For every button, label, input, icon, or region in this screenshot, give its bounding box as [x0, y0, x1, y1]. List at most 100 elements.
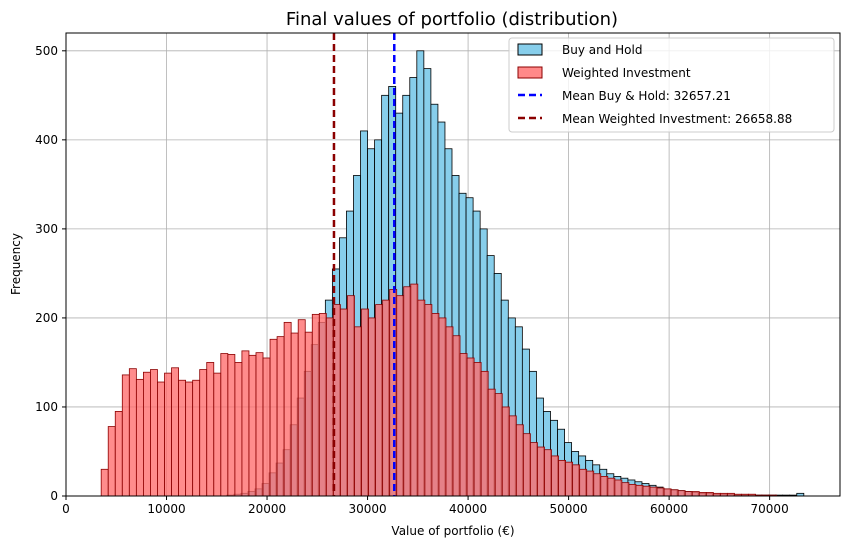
mean-lines [332, 33, 396, 496]
weighted-investment-bar-38 [368, 317, 376, 497]
weighted-investment-bar-27 [290, 332, 299, 497]
weighted-investment-bar-11 [178, 379, 187, 497]
x-tick-label-7: 70000 [751, 502, 789, 516]
weighted-investment-bar-1 [107, 426, 116, 497]
x-tick-label-1: 10000 [147, 502, 185, 516]
weighted-investment-bar-3 [121, 374, 130, 497]
y-tick-label-4: 400 [35, 133, 58, 147]
weighted-investment-bar-36 [354, 326, 362, 497]
weighted-investment-bar-63 [544, 449, 552, 497]
weighted-investment-bar-35 [347, 295, 355, 497]
weighted-investment-bar-47 [431, 313, 440, 497]
weighted-investment-bar-6 [142, 371, 151, 497]
weighted-investment-bar-68 [579, 468, 588, 497]
y-axis-label: Frequency [9, 233, 23, 295]
weighted-investment-bar-83 [684, 491, 693, 497]
weighted-investment-bar-72 [607, 477, 616, 497]
weighted-investment-bar-12 [185, 381, 194, 497]
x-tick-label-2: 20000 [248, 502, 286, 516]
weighted-investment-bar-53 [473, 362, 482, 497]
weighted-investment-bar-85 [698, 492, 707, 497]
x-axis-label: Value of portfolio (€) [391, 524, 514, 538]
weighted-investment-bar-42 [396, 295, 405, 497]
weighted-investment-bar-86 [705, 492, 714, 497]
weighted-investment-bar-52 [466, 357, 475, 497]
weighted-investment-bar-34 [340, 308, 348, 497]
weighted-investment-bar-60 [522, 433, 531, 497]
weighted-investment-bar-25 [276, 336, 285, 497]
legend-label-buy-and-hold: Buy and Hold [562, 43, 642, 57]
weighted-investment-bar-18 [227, 354, 236, 497]
weighted-investment-bar-81 [670, 489, 679, 497]
weighted-investment-bar-71 [600, 476, 609, 497]
weighted-investment-bar-2 [114, 411, 123, 497]
weighted-investment-bar-23 [262, 357, 271, 497]
weighted-investment-bar-65 [558, 459, 566, 497]
weighted-investment-bar-39 [375, 304, 384, 497]
weighted-investment-bar-66 [565, 461, 574, 497]
y-tick-label-2: 200 [35, 311, 58, 325]
weighted-investment-bar-56 [494, 393, 503, 497]
legend-label-mean-buy-hold: Mean Buy & Hold: 32657.21 [562, 89, 731, 103]
legend-swatch-buy-and-hold [517, 43, 543, 56]
weighted-investment-bar-24 [269, 338, 278, 497]
weighted-investment-bar-7 [150, 369, 158, 497]
weighted-investment-bar-15 [206, 362, 215, 497]
weighted-investment-bar-19 [234, 362, 243, 497]
weighted-investment-bar-43 [403, 286, 412, 497]
weighted-investment-bar-69 [586, 470, 595, 497]
weighted-investment-bar-84 [691, 491, 700, 497]
weighted-investment-bar-78 [649, 486, 658, 497]
weighted-investment-bar-9 [164, 372, 172, 497]
x-tick-label-4: 40000 [449, 502, 487, 516]
weighted-investment-bar-0 [100, 468, 109, 497]
weighted-investment-bar-45 [417, 299, 426, 497]
chart-title: Final values of portfolio (distribution) [286, 9, 618, 30]
weighted-investment-bar-57 [501, 406, 510, 497]
x-tick-label-3: 30000 [348, 502, 386, 516]
weighted-investment-bar-14 [199, 369, 208, 497]
weighted-investment-bar-22 [255, 352, 264, 497]
legend-swatch-weighted-investment [517, 66, 543, 79]
weighted-investment-bar-59 [515, 424, 524, 497]
weighted-investment-bar-28 [297, 319, 306, 497]
weighted-investment-bar-31 [318, 313, 327, 497]
weighted-investment-bar-51 [459, 353, 468, 497]
weighted-investment-bar-58 [508, 415, 517, 497]
weighted-investment-bar-80 [663, 488, 672, 497]
weighted-investment-bar-13 [192, 379, 201, 497]
weighted-investment-bar-32 [325, 317, 334, 497]
weighted-investment-bar-17 [220, 353, 229, 497]
weighted-investment-bar-8 [157, 381, 165, 497]
weighted-investment-bar-49 [445, 326, 454, 497]
x-axis-ticks: 0 10000 20000 30000 40000 50000 60000 70000 [62, 496, 789, 516]
legend: Buy and Hold Weighted Investment Mean Bu… [508, 37, 835, 133]
legend-label-weighted-investment: Weighted Investment [562, 66, 691, 80]
weighted-investment-bar-64 [551, 455, 559, 497]
weighted-investment-bar-67 [572, 464, 581, 497]
weighted-investment-bar-4 [128, 368, 137, 497]
weighted-investment-bar-73 [614, 479, 623, 497]
weighted-investment-bar-37 [361, 308, 369, 497]
weighted-investment-bar-48 [438, 317, 447, 497]
weighted-investment-bar-79 [656, 487, 665, 497]
weighted-investment-bar-30 [311, 313, 320, 497]
weighted-investment-bar-82 [677, 490, 686, 497]
x-tick-label-0: 0 [62, 502, 70, 516]
legend-box [508, 37, 835, 133]
weighted-investment-bars [100, 283, 778, 497]
weighted-investment-bar-62 [537, 446, 545, 497]
weighted-investment-bar-77 [642, 485, 651, 497]
weighted-investment-bar-74 [621, 482, 630, 497]
weighted-investment-bar-20 [241, 350, 250, 497]
weighted-investment-bar-16 [213, 372, 222, 497]
weighted-investment-bar-40 [382, 299, 391, 497]
y-tick-label-5: 500 [35, 44, 58, 58]
plot-frame [65, 32, 841, 497]
weighted-investment-bar-29 [304, 331, 313, 497]
weighted-investment-bar-54 [480, 370, 489, 497]
weighted-investment-bar-46 [424, 304, 433, 497]
weighted-investment-bar-44 [410, 283, 419, 497]
y-tick-label-1: 100 [35, 400, 58, 414]
